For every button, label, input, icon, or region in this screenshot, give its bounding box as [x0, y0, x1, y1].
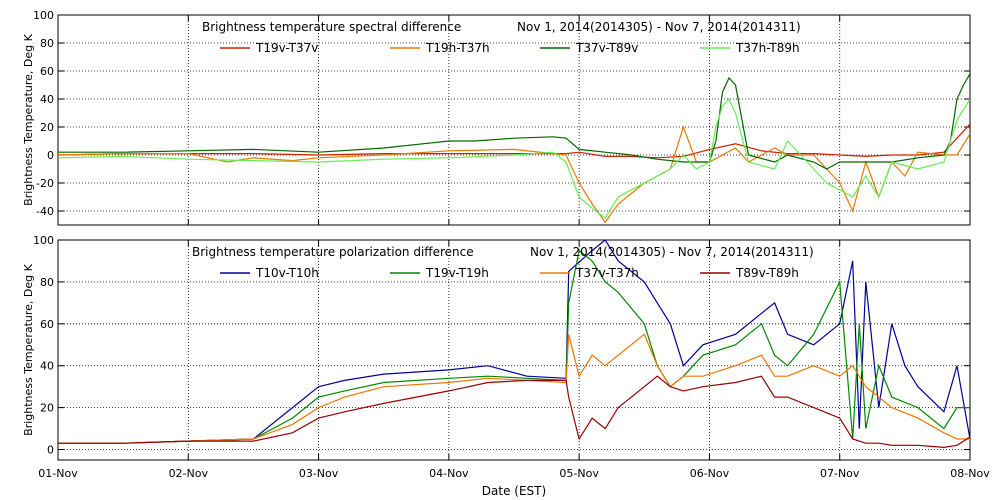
top-legend-label: T19v-T37v [255, 41, 318, 55]
bottom-legend-label: T37v-T37h [575, 266, 639, 280]
top-ytick-label: 80 [40, 37, 54, 50]
top-ytick-label: 40 [40, 93, 54, 106]
bottom-ytick-label: 20 [40, 402, 54, 415]
bottom-ytick-label: 0 [47, 444, 54, 457]
top-ytick-label: 20 [40, 121, 54, 134]
xtick-label: 05-Nov [559, 467, 599, 480]
xtick-label: 02-Nov [169, 467, 209, 480]
top-series-t37v-t89v [58, 73, 970, 170]
top-ytick-label: -20 [36, 177, 54, 190]
top-legend-label: T37v-T89v [575, 41, 638, 55]
bottom-date-range: Nov 1, 2014(2014305) - Nov 7, 2014(20143… [530, 245, 814, 259]
xtick-label: 06-Nov [690, 467, 730, 480]
top-ytick-label: 0 [47, 149, 54, 162]
top-ylabel: Brightness Temperature, Deg K [22, 33, 35, 205]
bottom-ytick-label: 80 [40, 276, 54, 289]
top-ytick-label: -40 [36, 205, 54, 218]
bottom-series-t89v-t89h [58, 375, 970, 449]
top-date-range: Nov 1, 2014(2014305) - Nov 7, 2014(20143… [517, 20, 801, 34]
bottom-chart-title: Brightness temperature polarization diff… [192, 245, 474, 259]
bottom-plot-frame [57, 239, 971, 461]
top-series-t37h-t89h [58, 97, 970, 219]
top-series-t19h-t37h [58, 125, 970, 224]
xtick-label: 08-Nov [950, 467, 990, 480]
top-chart-title: Brightness temperature spectral differen… [202, 20, 461, 34]
bottom-legend-label: T10v-T10h [255, 266, 319, 280]
bottom-ytick-label: 60 [40, 318, 54, 331]
bottom-series-t19v-t19h [58, 249, 970, 444]
xtick-label: 03-Nov [299, 467, 339, 480]
top-plot-frame [57, 14, 971, 226]
xlabel: Date (EST) [482, 484, 546, 498]
top-ytick-label: 60 [40, 65, 54, 78]
bottom-legend-label: T19v-T19h [425, 266, 489, 280]
top-series-t19v-t37v [58, 123, 970, 159]
top-ytick-label: 100 [33, 9, 54, 22]
bottom-series-t10v-t10h [58, 240, 970, 444]
bottom-ytick-label: 100 [33, 234, 54, 247]
xtick-label: 01-Nov [38, 467, 78, 480]
bottom-series-t37v-t37h [58, 333, 970, 444]
bottom-ylabel: Brightness Temperature, Deg K [22, 263, 35, 435]
xtick-label: 07-Nov [820, 467, 860, 480]
xtick-label: 04-Nov [429, 467, 469, 480]
top-legend-label: T37h-T89h [735, 41, 800, 55]
top-legend-label: T19h-T37h [425, 41, 490, 55]
bottom-legend-label: T89v-T89h [735, 266, 799, 280]
bottom-ytick-label: 40 [40, 360, 54, 373]
